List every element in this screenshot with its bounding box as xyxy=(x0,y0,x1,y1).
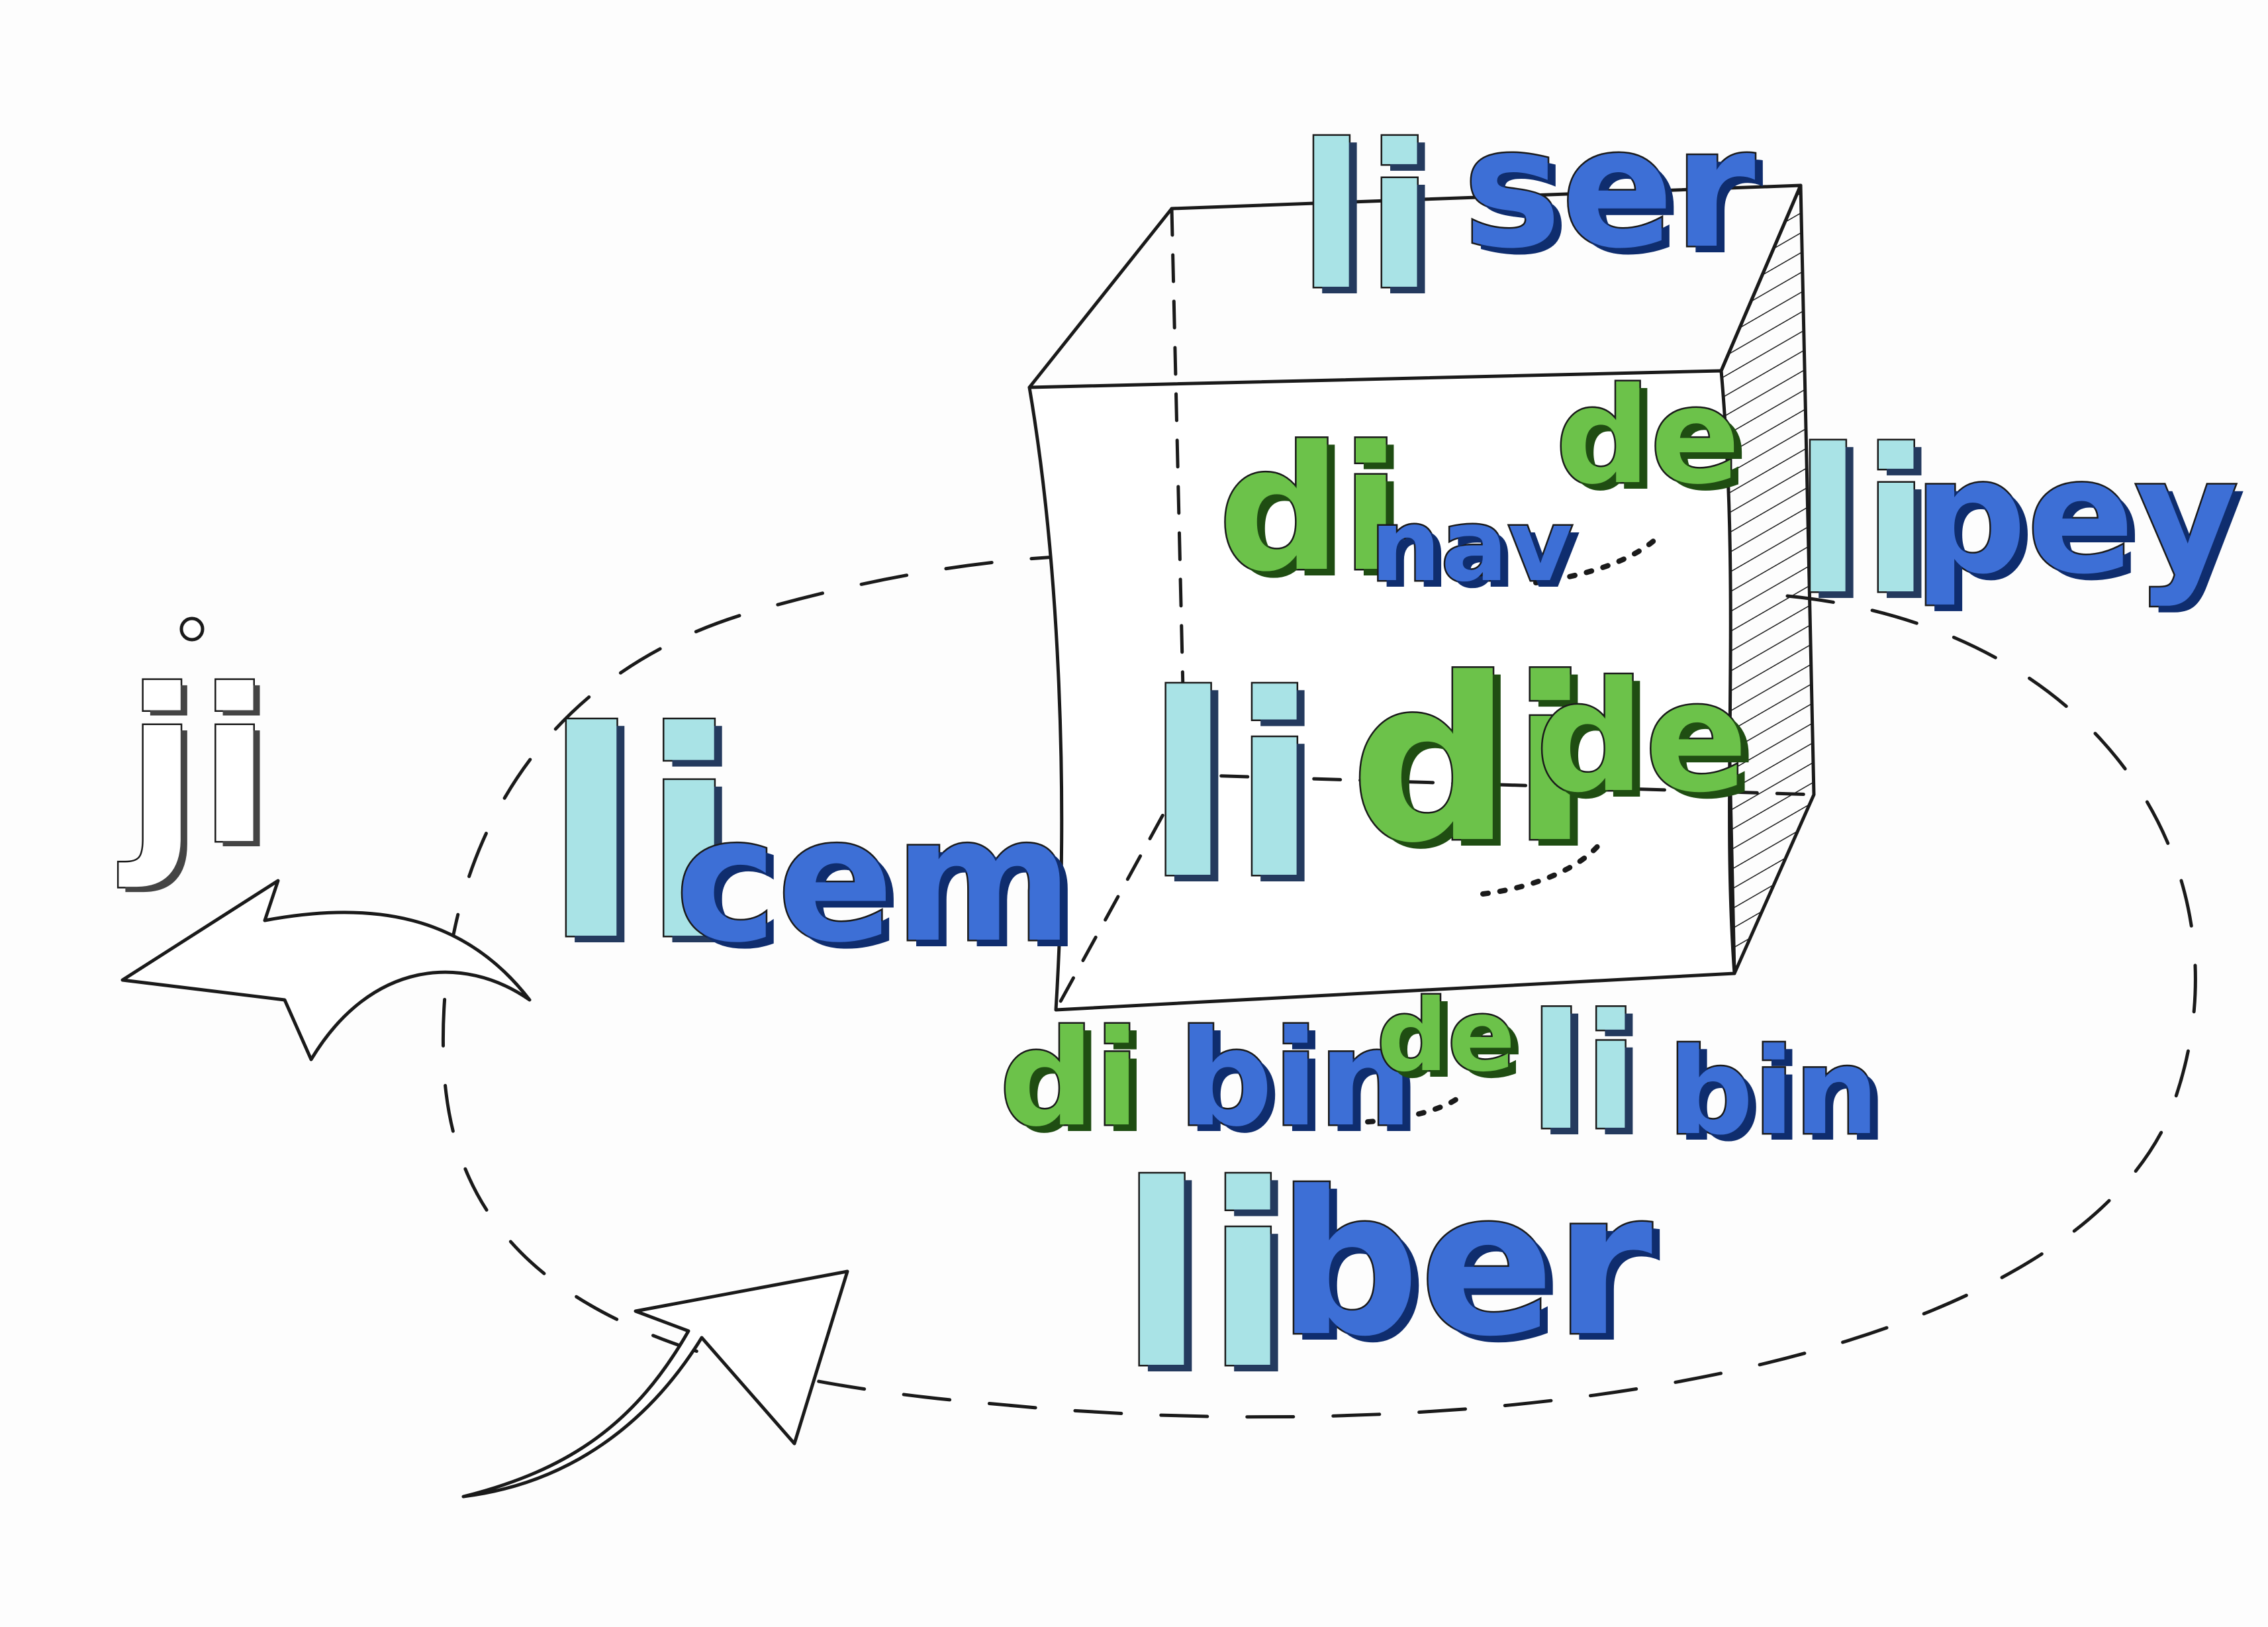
bottom-arrow xyxy=(461,1269,849,1499)
di-nav-nav: nav xyxy=(1369,489,1575,604)
li-pey-pey: pey xyxy=(1911,424,2240,609)
ji-circle xyxy=(179,616,205,642)
li-di-di: di xyxy=(1349,630,1591,893)
li-ser-li: li xyxy=(1296,103,1436,334)
di-nav-de: de xyxy=(1554,360,1742,514)
li-pey-li: li xyxy=(1793,407,1932,638)
li-di-li: li xyxy=(1144,641,1320,934)
di-bin-de: de xyxy=(1375,979,1517,1094)
li-ser-ser: ser xyxy=(1462,92,1758,285)
li-ber-ber: ber xyxy=(1276,1149,1654,1380)
di-bin-bin: bin xyxy=(1176,1002,1414,1156)
li-cem-li: li xyxy=(542,672,740,1003)
li-cem-cem: cem xyxy=(673,781,1074,981)
cube-top-edges xyxy=(1027,183,1803,389)
orbit-ellipse xyxy=(441,553,2197,1419)
cube-front-face xyxy=(1027,369,1736,1012)
left-arrow xyxy=(120,879,532,1061)
ji-word: ji xyxy=(124,645,272,891)
cube-hidden-edges xyxy=(1054,207,1816,1012)
link-dots-di xyxy=(1480,838,1605,897)
di-bin-di: di xyxy=(998,1002,1142,1156)
di-nav-di: di xyxy=(1216,410,1401,610)
li-ber-li: li xyxy=(1117,1131,1294,1424)
li-bin-bin: bin xyxy=(1667,1023,1881,1161)
link-dots-nav xyxy=(1533,537,1658,585)
li-bin-li: li xyxy=(1528,980,1640,1165)
li-di-de: de xyxy=(1535,650,1750,826)
